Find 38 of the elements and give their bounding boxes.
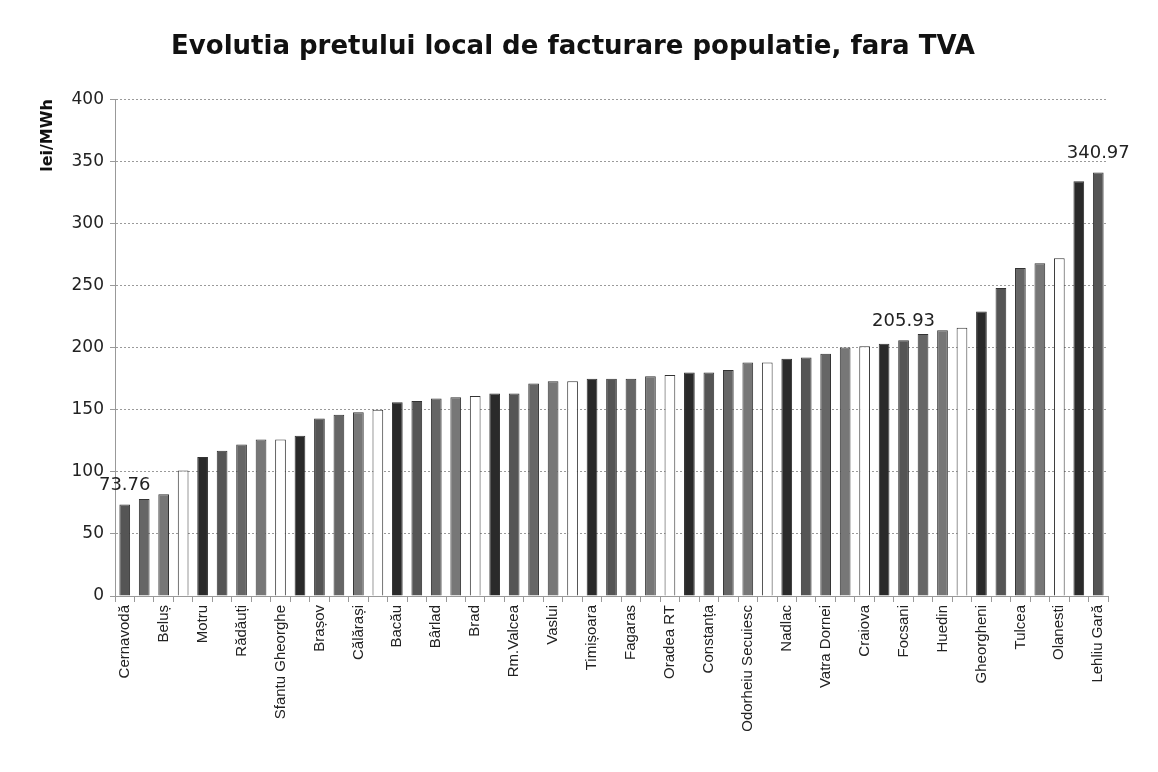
data-label: 340.97 [1066, 141, 1130, 163]
x-tick-label: Cernavodă [114, 604, 132, 679]
x-tick-label: Olanesti [1049, 605, 1067, 661]
x-tick-label: Sfantu Gheorghe [270, 605, 288, 720]
y-tick-label: 350 [71, 149, 104, 170]
data-label: 205.93 [872, 308, 936, 330]
x-tick-label: Călărași [348, 605, 366, 661]
y-tick-label: 0 [93, 584, 104, 605]
y-tick-label: 50 [82, 522, 104, 543]
x-tick-label: Vaslui [543, 605, 561, 645]
x-tick-label: Vatra Dornei [815, 605, 833, 689]
x-tick-label: Odorheiu Secuiesc [737, 604, 755, 732]
x-tick-label: Bârlad [426, 605, 444, 649]
x-tick-label: Constanța [698, 604, 716, 674]
x-tick-label: Brad [465, 605, 483, 637]
x-tick-label: Tulcea [1010, 604, 1028, 650]
x-tick-label: Lehliu Gară [1088, 604, 1106, 683]
x-tick-label: Oradea RT [660, 605, 678, 679]
x-tick-label: Rm.Valcea [504, 604, 522, 678]
y-axis-title: lei/MWh [36, 99, 56, 172]
x-tick-label: Beluș [153, 605, 171, 643]
y-tick-label: 300 [71, 211, 104, 232]
x-tick-label: Focsani [893, 605, 911, 658]
x-tick-label: Gheorgheni [971, 605, 989, 684]
y-tick-label: 400 [71, 87, 104, 108]
x-tick-label: Motru [192, 605, 210, 644]
chart-title: Evolutia pretului local de facturare populatie, fara TVA [171, 30, 975, 61]
x-tick-label: Nadlac [776, 604, 794, 652]
x-tick-label: Brașov [309, 604, 327, 652]
x-tick-label: Bacău [387, 605, 405, 648]
y-tick-label: 200 [71, 336, 104, 357]
y-tick-label: 150 [71, 398, 104, 419]
x-tick-label: Huedin [932, 605, 950, 653]
y-tick-label: 250 [71, 273, 104, 294]
x-tick-label: Fagaras [621, 605, 639, 661]
x-tick-label: Timișoara [582, 604, 600, 671]
x-tick-label: Rădăuți [231, 605, 249, 657]
x-tick-label: Craiova [854, 604, 872, 657]
